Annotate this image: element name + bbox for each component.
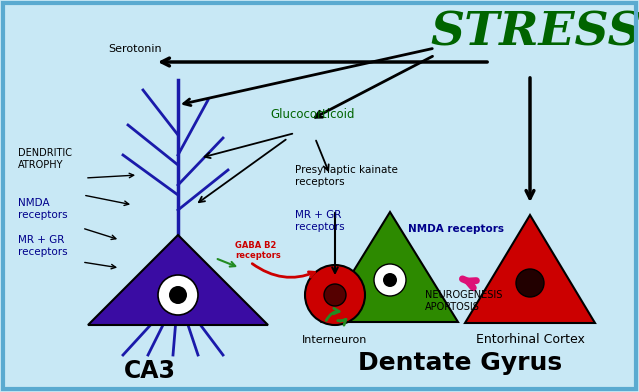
Text: GABA B2
receptors: GABA B2 receptors: [235, 241, 281, 260]
Circle shape: [169, 286, 187, 304]
Text: NEUROGENESIS
APOPTOSIS: NEUROGENESIS APOPTOSIS: [425, 290, 502, 312]
Polygon shape: [465, 215, 595, 323]
Polygon shape: [322, 212, 458, 322]
Text: Interneuron: Interneuron: [302, 335, 367, 345]
Circle shape: [158, 275, 198, 315]
Text: NMDA receptors: NMDA receptors: [408, 224, 504, 234]
Polygon shape: [88, 235, 268, 325]
Text: Serotonin: Serotonin: [108, 44, 162, 54]
Circle shape: [516, 269, 544, 297]
Circle shape: [305, 265, 365, 325]
Text: CA3: CA3: [124, 359, 176, 383]
Circle shape: [383, 273, 397, 287]
Text: Dentate Gyrus: Dentate Gyrus: [358, 351, 562, 375]
Text: MR + GR
receptors: MR + GR receptors: [295, 211, 344, 232]
Text: DENDRITIC
ATROPHY: DENDRITIC ATROPHY: [18, 149, 72, 170]
Text: NMDA
receptors: NMDA receptors: [18, 198, 68, 220]
Text: Entorhinal Cortex: Entorhinal Cortex: [475, 333, 585, 346]
Text: Glucocorticoid: Glucocorticoid: [270, 108, 355, 121]
Circle shape: [324, 284, 346, 306]
Text: STRESS: STRESS: [430, 9, 639, 55]
Text: MR + GR
receptors: MR + GR receptors: [18, 236, 68, 257]
Text: Presynaptic kainate
receptors: Presynaptic kainate receptors: [295, 165, 398, 187]
Circle shape: [374, 264, 406, 296]
